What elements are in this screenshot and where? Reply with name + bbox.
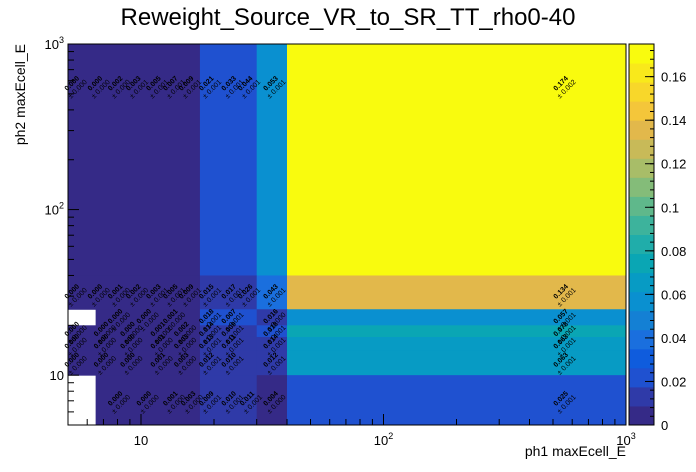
heatmap-cell	[95, 309, 201, 326]
heatmap-cell	[199, 350, 258, 376]
heatmap-cell	[256, 44, 288, 276]
x-tick-label: 10	[134, 433, 148, 448]
colorbar-segment	[629, 405, 654, 426]
heatmap-cell	[256, 309, 288, 326]
colorbar-tick-label: 0	[661, 418, 668, 433]
heatmap-cell	[68, 44, 201, 276]
colorbar-segment	[629, 348, 654, 369]
colorbar-segment	[629, 310, 654, 331]
colorbar-tick-label: 0.04	[661, 331, 686, 346]
heatmap-cell	[256, 350, 288, 376]
heatmap-cell	[286, 375, 627, 426]
colorbar-segment	[629, 215, 654, 235]
heatmap-cell	[199, 375, 258, 426]
colorbar-segment	[629, 272, 654, 293]
colorbar: 0 0.02 0.04 0.06 0.08 0.1 0.12 0.14 0.16	[628, 43, 686, 433]
heatmap-cell	[199, 309, 258, 326]
y-tick-label: 102	[45, 201, 64, 218]
colorbar-segment	[629, 139, 654, 159]
x-axis-label: ph1 maxEcell_E	[525, 443, 626, 459]
heatmap-cell	[68, 275, 201, 310]
colorbar-tick-label: 0.16	[661, 70, 686, 85]
colorbar-segment	[629, 196, 654, 216]
colorbar-segment	[629, 120, 654, 140]
heatmap-cell	[286, 325, 627, 338]
heatmap-cell	[256, 336, 288, 352]
heatmap-cell	[199, 325, 258, 338]
heatmap-cell	[199, 44, 258, 276]
colorbar-segment	[629, 44, 654, 64]
colorbar-segment	[629, 82, 654, 102]
heatmap-cell	[199, 336, 258, 352]
colorbar-segment	[629, 253, 654, 274]
heatmap-cell	[68, 325, 201, 338]
heatmap-cell	[256, 325, 288, 338]
y-tick-label: 10	[50, 368, 64, 383]
colorbar-tick-label: 0.1	[661, 200, 679, 215]
heatmap-cell	[286, 275, 627, 310]
colorbar-tick-label: 0.06	[661, 287, 686, 302]
heatmap-cell	[256, 275, 288, 310]
y-axis-label: ph2 maxEcell_E	[12, 44, 28, 145]
colorbar-segment	[629, 329, 654, 350]
chart-title: Reweight_Source_VR_to_SR_TT_rho0-40	[120, 4, 576, 31]
colorbar-segment	[629, 234, 654, 255]
colorbar-tick-label: 0.12	[661, 157, 686, 172]
heatmap-cell	[68, 350, 201, 376]
heatmap-cell	[286, 336, 627, 352]
colorbar-segment	[629, 63, 654, 83]
plot-frame	[67, 43, 627, 426]
colorbar-segment	[629, 158, 654, 178]
heatmap-cell	[256, 375, 288, 426]
heatmap-cell	[286, 309, 627, 326]
colorbar-frame	[628, 43, 655, 426]
x-axis: 10 102 103	[67, 414, 636, 448]
colorbar-segment	[629, 291, 654, 312]
x-tick-label: 102	[374, 431, 393, 448]
colorbar-tick-label: 0.14	[661, 113, 686, 128]
y-axis: 10 102 103	[45, 35, 79, 426]
colorbar-segment	[629, 101, 654, 121]
x-tick-label: 103	[616, 431, 635, 448]
heatmap-cell	[95, 375, 201, 426]
colorbar-segment	[629, 386, 654, 407]
heatmap-cells	[68, 44, 627, 426]
colorbar-tick-label: 0.02	[661, 374, 686, 389]
heatmap-cell	[286, 44, 627, 276]
colorbar-segment	[629, 367, 654, 388]
colorbar-segment	[629, 177, 654, 197]
y-tick-label: 103	[45, 35, 64, 52]
heatmap-cell	[286, 350, 627, 376]
heatmap-cell	[199, 275, 258, 310]
heatmap-cell	[68, 336, 201, 352]
colorbar-tick-label: 0.08	[661, 244, 686, 259]
